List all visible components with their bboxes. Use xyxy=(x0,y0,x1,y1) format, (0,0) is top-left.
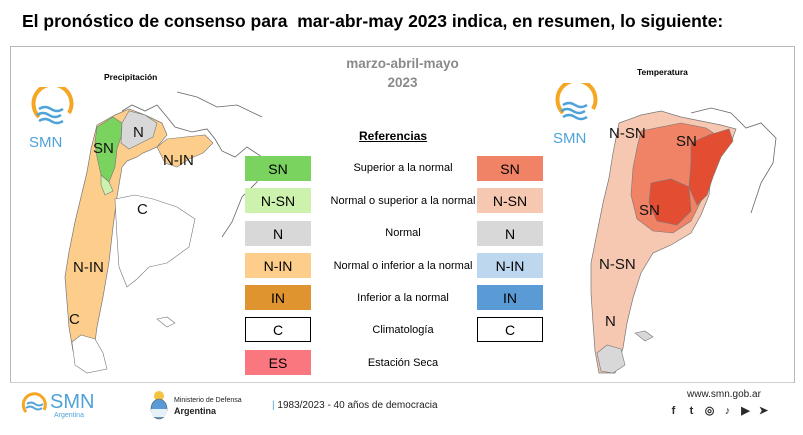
temp-label-n-sn-south: N-SN xyxy=(599,256,636,273)
precip-label-n-in-south: N-IN xyxy=(73,259,104,276)
precip-key-n-sn: N-SN xyxy=(245,188,311,213)
footer-divider xyxy=(10,382,793,383)
precip-label-n: N xyxy=(133,124,144,141)
precip-label-c-central: C xyxy=(137,201,148,218)
temp-label-sn-central: SN xyxy=(639,202,660,219)
facebook-icon[interactable]: f xyxy=(671,405,676,417)
precip-key-in: IN xyxy=(245,285,311,310)
key-desc-n: Normal xyxy=(385,227,421,239)
temp-label-n-sn-north: N-SN xyxy=(609,125,646,142)
temp-key-c: C xyxy=(477,317,543,342)
tiktok-icon[interactable]: ♪ xyxy=(724,405,731,417)
period-year: 2023 xyxy=(387,75,418,90)
precip-key-es: ES xyxy=(245,350,311,375)
instagram-icon[interactable]: ◎ xyxy=(704,405,715,417)
precip-key-c: C xyxy=(245,317,311,342)
coat-of-arms-icon xyxy=(150,391,168,420)
twitter-icon[interactable]: t xyxy=(689,405,694,417)
references-title: Referencias xyxy=(359,129,428,143)
key-desc-n-sn: Normal o superior a la normal xyxy=(330,195,476,207)
smn-logo-icon xyxy=(31,87,74,125)
temp-key-n-in: N-IN xyxy=(477,253,543,278)
precip-map-title: Precipitación xyxy=(104,72,158,82)
forecast-panel: marzo-abril-mayo 2023 Precipitación SMN … xyxy=(10,46,795,383)
page-headline: El pronóstico de consenso para mar-abr-m… xyxy=(22,11,724,31)
temp-key-n-sn: N-SN xyxy=(477,188,543,213)
key-desc-in: Inferior a la normal xyxy=(357,292,449,304)
precip-label-n-in-north: N-IN xyxy=(163,152,194,169)
temp-map-title: Temperatura xyxy=(637,67,688,77)
key-desc-sn: Superior a la normal xyxy=(353,162,453,174)
temp-label-sn-northeast: SN xyxy=(676,133,697,150)
precip-key-n: N xyxy=(245,221,311,246)
footer-smn-name: SMN xyxy=(50,391,95,413)
precip-key-n-in: N-IN xyxy=(245,253,311,278)
key-desc-n-in: Normal o inferior a la normal xyxy=(333,260,473,272)
precip-label-sn: SN xyxy=(93,140,114,157)
temp-key-n: N xyxy=(477,221,543,246)
website-link[interactable]: www.smn.gob.ar xyxy=(687,389,761,400)
social-icons: f t ◎ ♪ ▶ ➤ xyxy=(667,405,770,418)
telegram-icon[interactable]: ➤ xyxy=(758,405,769,417)
temp-key-in: IN xyxy=(477,285,543,310)
footer-smn-sub: Argentina xyxy=(54,412,84,419)
ministry-line1: Ministerio de Defensa xyxy=(174,397,242,404)
precip-label-c-south: C xyxy=(69,311,80,328)
footer-smn-logo-icon xyxy=(21,392,47,413)
democracy-text: | 1983/2023 - 40 años de democracia xyxy=(272,400,438,411)
smn-logo-text: SMN xyxy=(29,134,62,151)
precip-key-sn: SN xyxy=(245,156,311,181)
key-desc-c: Climatología xyxy=(372,324,434,336)
precip-map: SMN xyxy=(29,87,263,374)
svg-text:SMN: SMN xyxy=(553,130,586,147)
ministry-line2: Argentina xyxy=(174,406,217,416)
temp-map: SMN xyxy=(553,83,777,374)
temp-label-n-south: N xyxy=(605,313,616,330)
youtube-icon[interactable]: ▶ xyxy=(741,405,750,417)
period-months: marzo-abril-mayo xyxy=(346,56,459,71)
key-desc-es: Estación Seca xyxy=(367,357,439,369)
democracy-label: 1983/2023 - 40 años de democracia xyxy=(277,400,438,411)
temp-key-sn: SN xyxy=(477,156,543,181)
smn-logo-icon-right xyxy=(555,83,598,121)
